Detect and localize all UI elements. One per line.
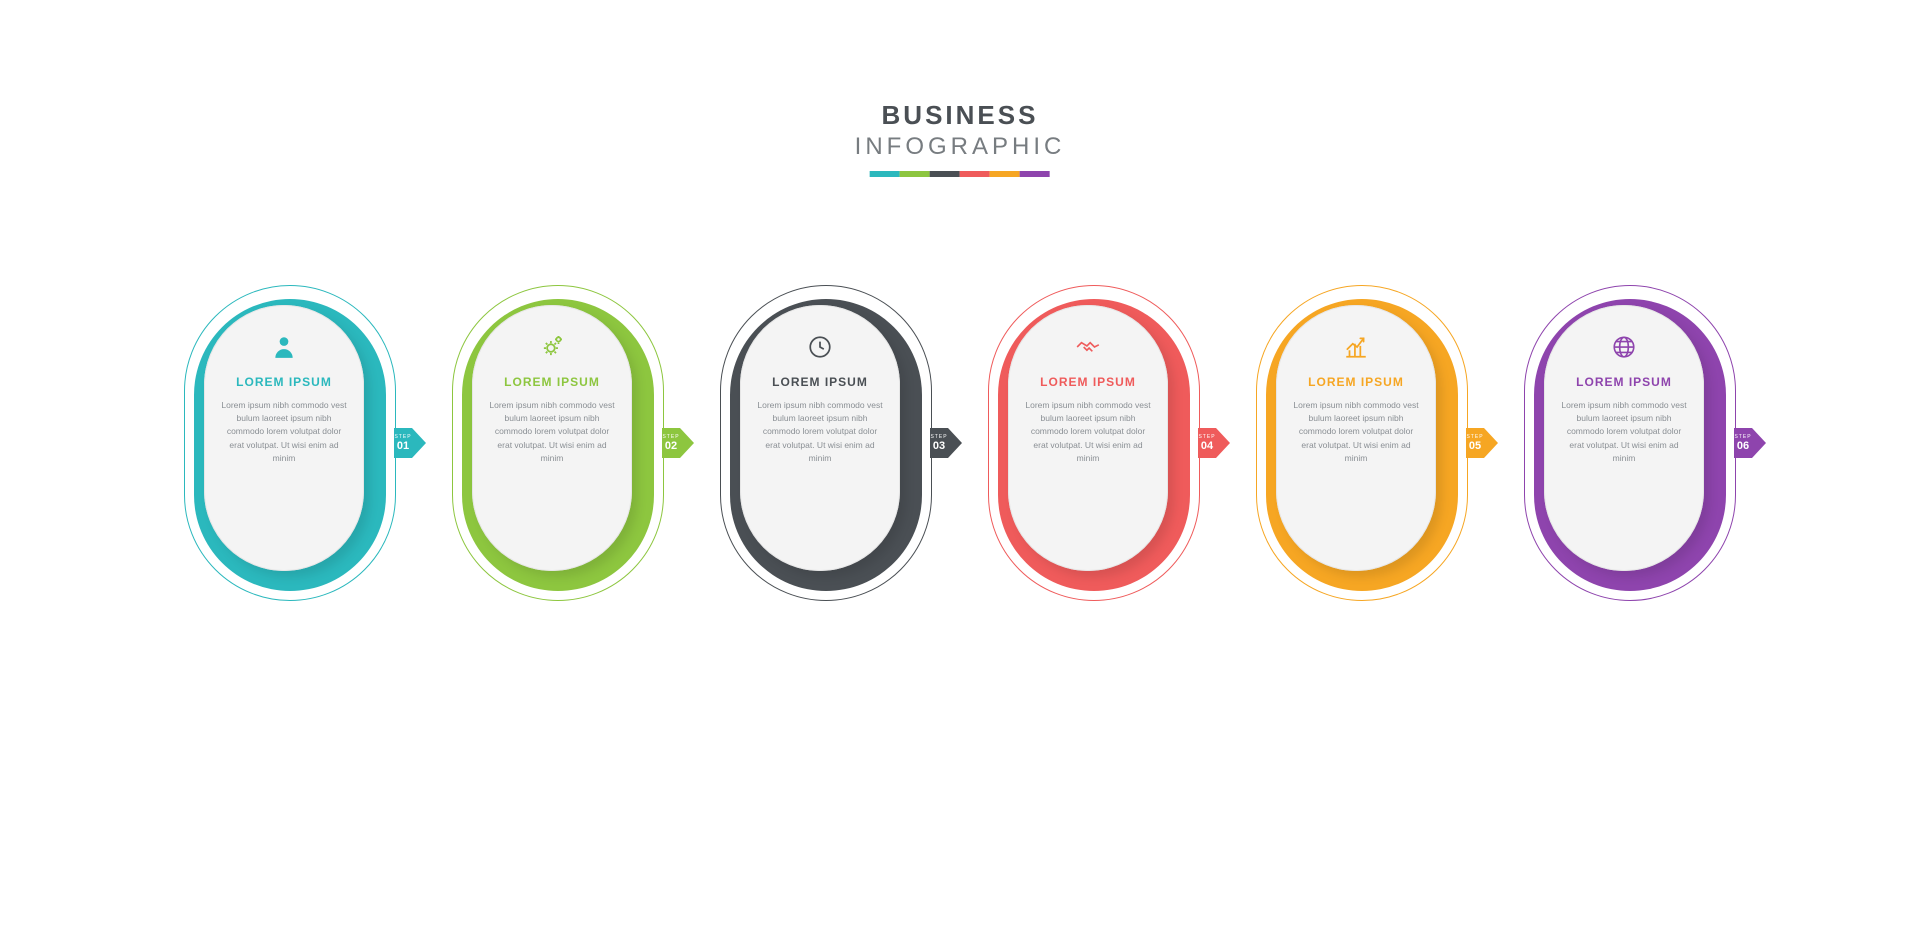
header: BUSINESS INFOGRAPHIC: [855, 100, 1066, 177]
step-pill: LOREM IPSUM Lorem ipsum nibh commodo ves…: [1276, 305, 1436, 571]
step-4: LOREM IPSUM Lorem ipsum nibh commodo ves…: [988, 285, 1200, 601]
step-badge: STEP 02: [662, 428, 680, 458]
arrow-tip: [1216, 428, 1230, 458]
step-badge: STEP 04: [1198, 428, 1216, 458]
step-pill: LOREM IPSUM Lorem ipsum nibh commodo ves…: [472, 305, 632, 571]
bar-seg-5: [990, 171, 1020, 177]
step-pill: LOREM IPSUM Lorem ipsum nibh commodo ves…: [1544, 305, 1704, 571]
arrow-tip: [412, 428, 426, 458]
step-arrow: STEP 05: [1466, 428, 1498, 458]
step-badge: STEP 06: [1734, 428, 1752, 458]
step-arrow: STEP 01: [394, 428, 426, 458]
bar-seg-1: [870, 171, 900, 177]
step-title: LOREM IPSUM: [1040, 375, 1136, 389]
step-label: STEP: [1198, 435, 1215, 440]
step-pill: LOREM IPSUM Lorem ipsum nibh commodo ves…: [204, 305, 364, 571]
step-title: LOREM IPSUM: [236, 375, 332, 389]
bar-seg-2: [900, 171, 930, 177]
step-body: Lorem ipsum nibh commodo vest bulum laor…: [488, 399, 616, 465]
step-number: 06: [1737, 441, 1749, 452]
infographic-page: BUSINESS INFOGRAPHIC LOREM IPSUM Lorem i…: [0, 0, 1920, 928]
step-badge: STEP 01: [394, 428, 412, 458]
step-arrow: STEP 06: [1734, 428, 1766, 458]
step-body: Lorem ipsum nibh commodo vest bulum laor…: [756, 399, 884, 465]
step-arrow: STEP 02: [662, 428, 694, 458]
step-body: Lorem ipsum nibh commodo vest bulum laor…: [220, 399, 348, 465]
step-body: Lorem ipsum nibh commodo vest bulum laor…: [1292, 399, 1420, 465]
step-6: LOREM IPSUM Lorem ipsum nibh commodo ves…: [1524, 285, 1736, 601]
arrow-tip: [1752, 428, 1766, 458]
header-subtitle: INFOGRAPHIC: [855, 133, 1066, 161]
step-pill: LOREM IPSUM Lorem ipsum nibh commodo ves…: [1008, 305, 1168, 571]
step-body: Lorem ipsum nibh commodo vest bulum laor…: [1024, 399, 1152, 465]
globe-icon: [1610, 333, 1638, 361]
step-badge: STEP 05: [1466, 428, 1484, 458]
step-arrow: STEP 03: [930, 428, 962, 458]
step-arrow: STEP 04: [1198, 428, 1230, 458]
step-body: Lorem ipsum nibh commodo vest bulum laor…: [1560, 399, 1688, 465]
step-5: LOREM IPSUM Lorem ipsum nibh commodo ves…: [1256, 285, 1468, 601]
step-number: 02: [665, 441, 677, 452]
gear-icon: [538, 333, 566, 361]
step-pill: LOREM IPSUM Lorem ipsum nibh commodo ves…: [740, 305, 900, 571]
step-number: 01: [397, 441, 409, 452]
steps-row: LOREM IPSUM Lorem ipsum nibh commodo ves…: [184, 285, 1736, 601]
step-number: 03: [933, 441, 945, 452]
bar-seg-3: [930, 171, 960, 177]
step-number: 05: [1469, 441, 1481, 452]
step-1: LOREM IPSUM Lorem ipsum nibh commodo ves…: [184, 285, 396, 601]
step-title: LOREM IPSUM: [504, 375, 600, 389]
step-title: LOREM IPSUM: [1308, 375, 1404, 389]
bar-seg-6: [1020, 171, 1050, 177]
step-label: STEP: [394, 435, 411, 440]
handshake-icon: [1074, 333, 1102, 361]
step-label: STEP: [1734, 435, 1751, 440]
arrow-tip: [948, 428, 962, 458]
bar-seg-4: [960, 171, 990, 177]
person-icon: [270, 333, 298, 361]
step-label: STEP: [1466, 435, 1483, 440]
chart-icon: [1342, 333, 1370, 361]
step-title: LOREM IPSUM: [772, 375, 868, 389]
arrow-tip: [1484, 428, 1498, 458]
header-color-bar: [870, 171, 1050, 177]
step-title: LOREM IPSUM: [1576, 375, 1672, 389]
arrow-tip: [680, 428, 694, 458]
step-badge: STEP 03: [930, 428, 948, 458]
step-3: LOREM IPSUM Lorem ipsum nibh commodo ves…: [720, 285, 932, 601]
step-number: 04: [1201, 441, 1213, 452]
clock-icon: [806, 333, 834, 361]
step-2: LOREM IPSUM Lorem ipsum nibh commodo ves…: [452, 285, 664, 601]
step-label: STEP: [930, 435, 947, 440]
header-title: BUSINESS: [855, 100, 1066, 131]
step-label: STEP: [662, 435, 679, 440]
